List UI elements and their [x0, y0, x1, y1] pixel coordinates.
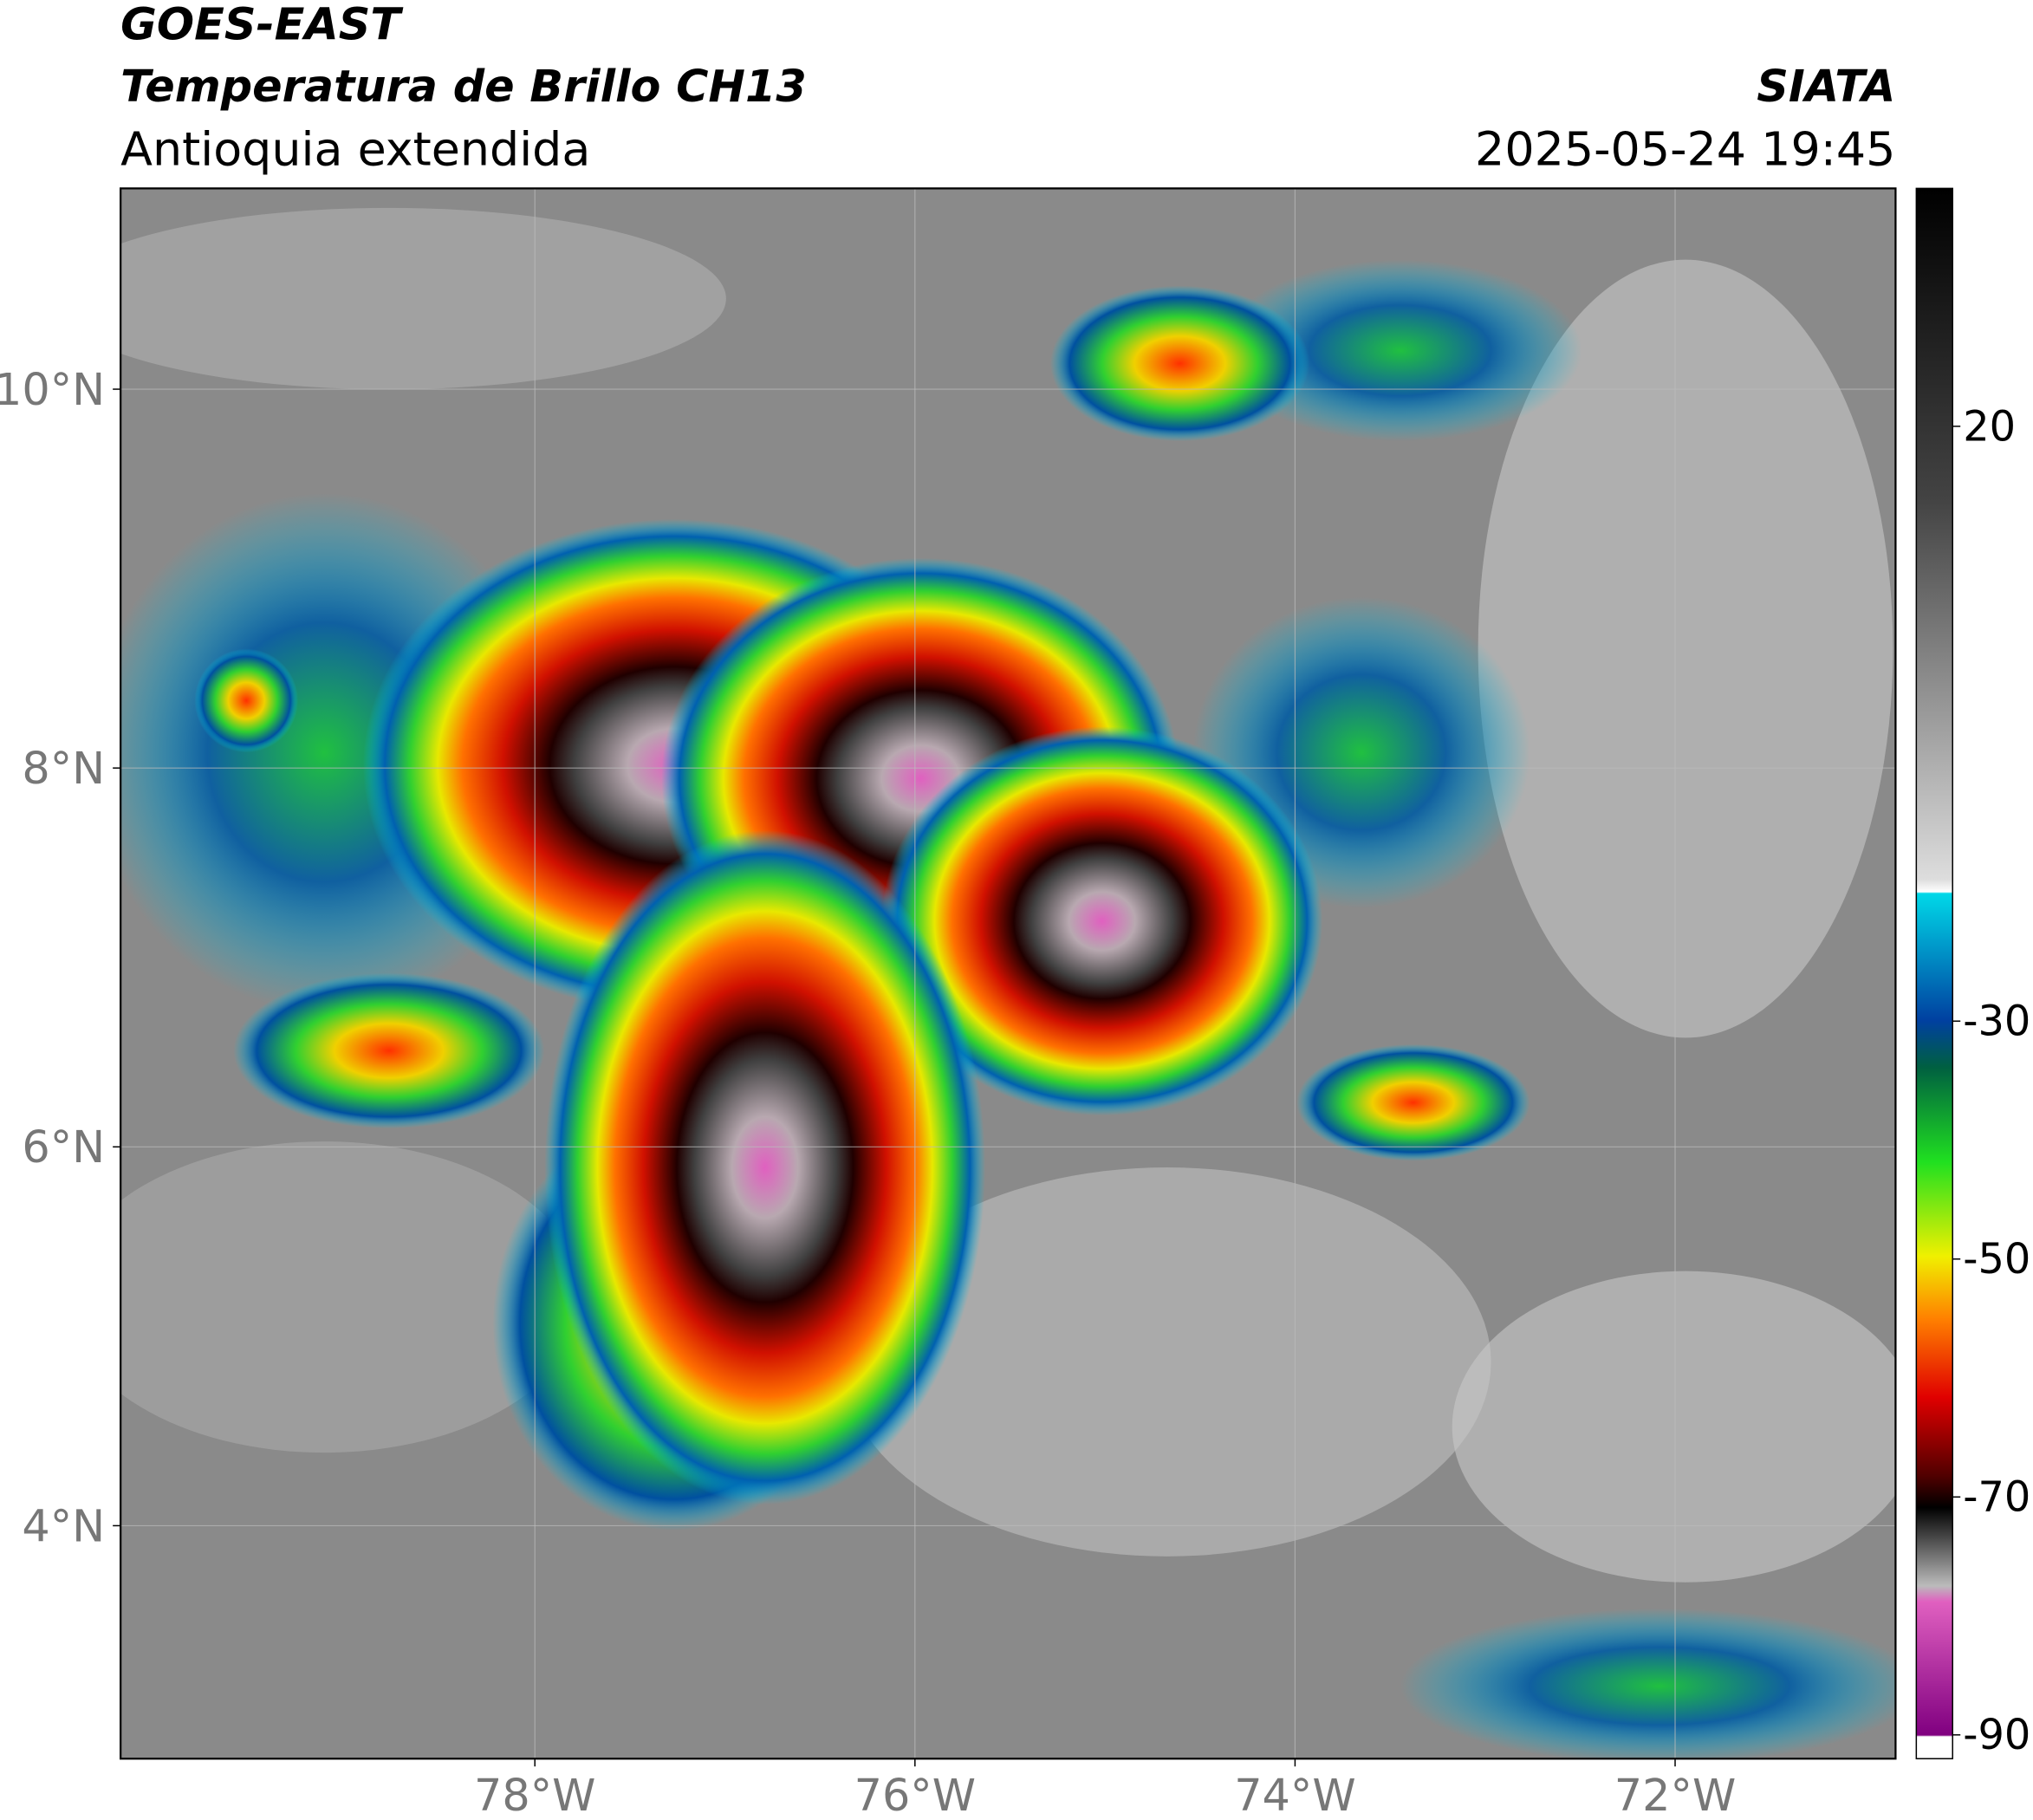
x-tick-label: 74°W — [1234, 1770, 1355, 1820]
colorbar-tick-label: -70 — [1963, 1474, 2030, 1522]
region: Antioquia extendida — [120, 121, 590, 176]
x-tick-label: 78°W — [474, 1770, 595, 1820]
map-frame — [120, 187, 1897, 1760]
satellite-image — [120, 188, 1896, 1759]
y-tick-label: 8°N — [22, 743, 105, 794]
y-tick-label: 10°N — [0, 364, 105, 415]
title: GOES-EAST — [120, 0, 404, 49]
y-tick-label: 6°N — [22, 1121, 105, 1173]
colorbar-tick-label: -30 — [1963, 998, 2030, 1046]
x-tick-label: 72°W — [1614, 1770, 1736, 1820]
timestamp: 2025-05-24 19:45 — [1475, 121, 1895, 176]
colorbar-tick-label: -50 — [1963, 1236, 2030, 1284]
colorbar-tick-label: -90 — [1963, 1712, 2030, 1759]
x-tick-label: 76°W — [854, 1770, 976, 1820]
subtitle: Temperatura de Brillo CH13 — [120, 61, 807, 112]
source: SIATA — [1757, 61, 1895, 112]
y-tick-label: 4°N — [22, 1500, 105, 1551]
colorbar — [1915, 187, 1953, 1759]
colorbar-tick-label: 20 — [1963, 403, 2016, 451]
graticule — [120, 188, 1896, 1759]
